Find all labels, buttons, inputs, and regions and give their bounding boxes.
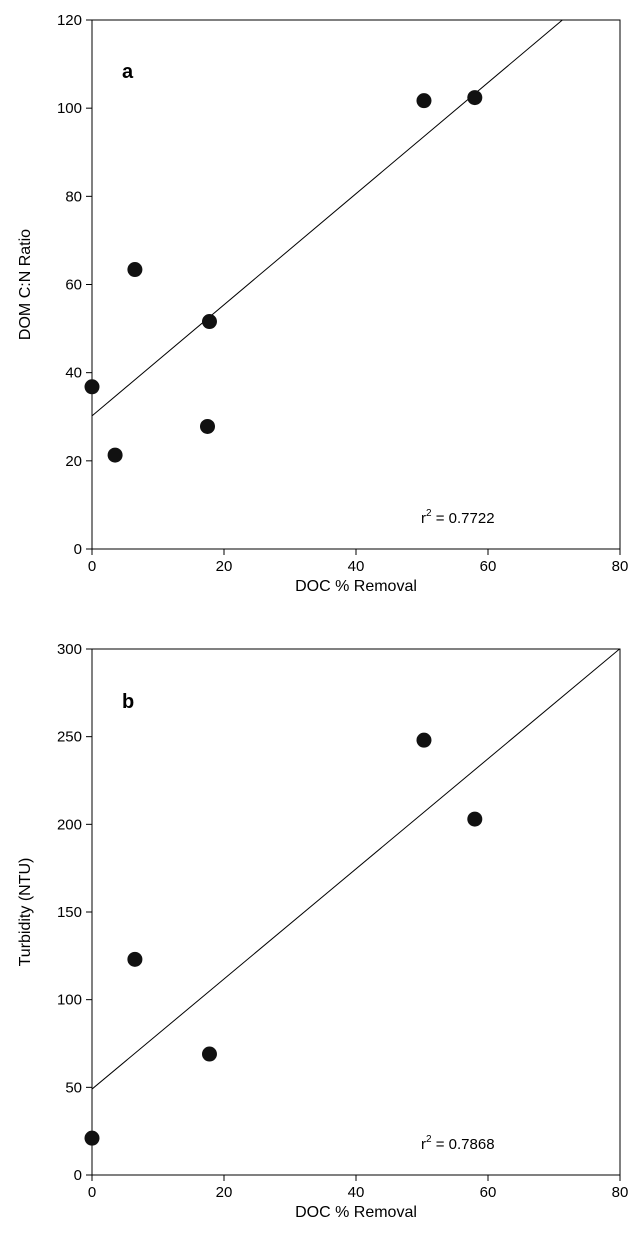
chart-b-ytick-label: 150 bbox=[57, 904, 82, 921]
chart-b-ytick-label: 200 bbox=[57, 816, 82, 833]
chart-b-data-point bbox=[467, 811, 483, 827]
chart-a-r2-annotation: r2 = 0.7722 bbox=[421, 508, 495, 527]
chart-b-xtick-label: 20 bbox=[216, 1184, 233, 1201]
chart-a-r2-prefix: r bbox=[421, 510, 426, 527]
chart-a-r2-superscript: 2 bbox=[426, 508, 432, 519]
chart-b-r2-annotation: r2 = 0.7868 bbox=[421, 1134, 495, 1153]
chart-a-dom-cn-ratio: 0 20 40 60 80 100 120 0 20 40 60 80 DOC % Removal DOM… bbox=[17, 12, 629, 595]
chart-b-plot-frame bbox=[91, 648, 621, 1176]
chart-b-r2-superscript: 2 bbox=[426, 1134, 432, 1145]
chart-b-yaxis-label: Turbidity (NTU) bbox=[17, 858, 34, 967]
chart-b-data-point bbox=[201, 1046, 217, 1062]
chart-a-ytick-label: 100 bbox=[57, 100, 82, 117]
chart-a-panel-label: a bbox=[122, 61, 134, 83]
chart-b-xtick-label: 60 bbox=[480, 1184, 497, 1201]
chart-b-r2-prefix: r bbox=[421, 1136, 426, 1153]
chart-a-data-point bbox=[127, 262, 143, 278]
chart-b-xaxis-label: DOC % Removal bbox=[295, 1204, 417, 1221]
chart-a-r2-value: = 0.7722 bbox=[432, 510, 495, 527]
chart-b-data-point bbox=[416, 732, 432, 748]
chart-a-ytick-label: 20 bbox=[65, 453, 82, 470]
chart-b-data-point bbox=[84, 1130, 100, 1146]
chart-b-ytick-label: 0 bbox=[74, 1167, 82, 1184]
chart-b-data-point bbox=[127, 951, 143, 967]
chart-b-ytick-label: 250 bbox=[57, 729, 82, 746]
chart-b-turbidity: 0 50 100 150 200 250 300 0 20 40 60 80 DOC % Removal… bbox=[17, 641, 629, 1221]
chart-b-ytick-label: 100 bbox=[57, 992, 82, 1009]
chart-b-panel-label: b bbox=[122, 691, 134, 713]
chart-a-ytick-label: 40 bbox=[65, 365, 82, 382]
chart-b-fit-line bbox=[92, 649, 620, 1090]
chart-a-xtick-label: 40 bbox=[348, 558, 365, 575]
chart-a-data-point bbox=[84, 379, 100, 395]
chart-a-yaxis-label: DOM C:N Ratio bbox=[17, 229, 34, 340]
chart-a-ytick-label: 60 bbox=[65, 277, 82, 294]
chart-a-xtick-label: 20 bbox=[216, 558, 233, 575]
chart-a-data-point bbox=[200, 418, 215, 434]
chart-a-xaxis-label: DOC % Removal bbox=[295, 578, 417, 595]
chart-b-r2-value: = 0.7868 bbox=[432, 1136, 495, 1153]
chart-a-xtick-label: 0 bbox=[88, 558, 96, 575]
chart-a-ytick-label: 80 bbox=[65, 188, 82, 205]
chart-b-xtick-label: 40 bbox=[348, 1184, 365, 1201]
chart-a-data-point bbox=[467, 90, 483, 106]
chart-a-xtick-label: 60 bbox=[480, 558, 497, 575]
chart-a-data-point bbox=[201, 314, 217, 330]
chart-a-data-point bbox=[416, 93, 432, 109]
chart-b-ytick-label: 300 bbox=[57, 641, 82, 658]
chart-b-xtick-label: 0 bbox=[88, 1184, 96, 1201]
chart-a-data-point bbox=[107, 447, 123, 463]
chart-a-plot-frame bbox=[91, 19, 621, 550]
chart-b-ytick-label: 50 bbox=[65, 1079, 82, 1096]
chart-b-xtick-label: 80 bbox=[612, 1184, 629, 1201]
chart-a-fit-line bbox=[92, 20, 564, 417]
chart-a-ytick-label: 0 bbox=[74, 541, 82, 558]
chart-a-ytick-label: 120 bbox=[57, 12, 82, 29]
chart-a-xtick-label: 80 bbox=[612, 558, 629, 575]
